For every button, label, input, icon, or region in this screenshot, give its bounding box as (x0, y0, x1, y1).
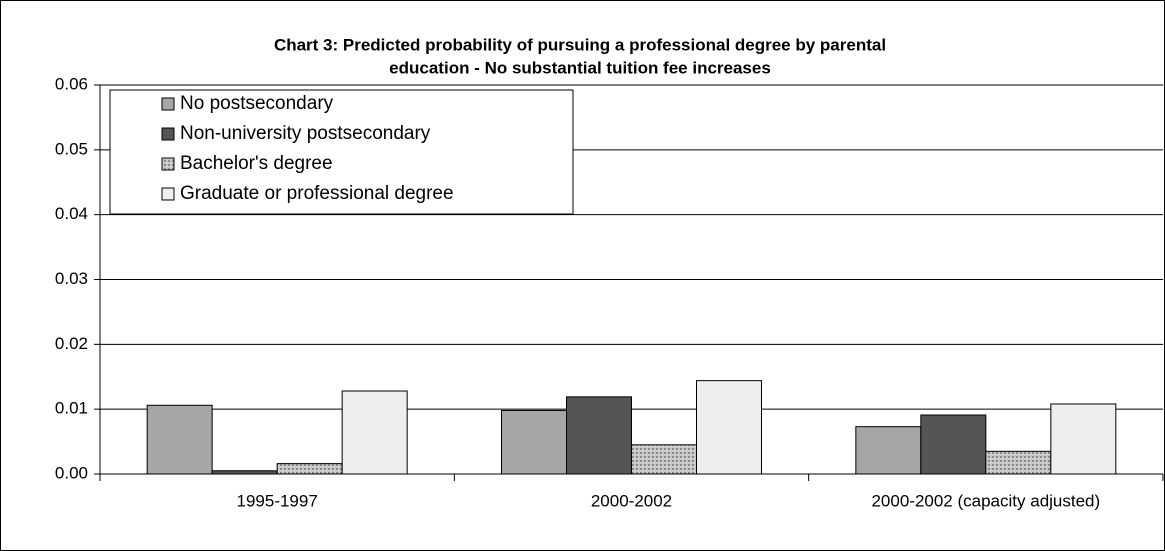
y-tick-label: 0.02 (55, 334, 88, 353)
bar (696, 380, 762, 475)
y-tick-label: 0.06 (55, 74, 88, 93)
legend-swatch (161, 127, 175, 141)
legend-label: Graduate or professional degree (180, 183, 454, 204)
bar (276, 463, 343, 475)
bar (501, 409, 567, 475)
legend-label: Non-university postsecondary (180, 123, 431, 144)
legend-label: Bachelor's degree (180, 153, 333, 174)
bar (146, 404, 213, 475)
legend-box (109, 89, 574, 215)
x-tick-label: 2000-2002 (591, 491, 672, 510)
legend-swatch (161, 187, 175, 201)
y-tick-label: 0.01 (55, 399, 88, 418)
x-tick-label: 2000-2002 (capacity adjusted) (871, 491, 1100, 510)
y-tick-label: 0.03 (55, 269, 88, 288)
x-tick-label: 1995-1997 (237, 491, 318, 510)
legend-label: No postsecondary (180, 93, 334, 114)
bar (341, 390, 408, 475)
bar (566, 396, 632, 475)
legend-swatch (161, 97, 175, 111)
chart-title: Chart 3: Predicted probability of pursui… (274, 35, 886, 54)
bar (920, 414, 987, 475)
bar (985, 450, 1052, 475)
y-tick-label: 0.04 (55, 204, 88, 223)
legend-swatch (161, 157, 175, 171)
chart-title: education - No substantial tuition fee i… (389, 58, 771, 77)
y-tick-label: 0.05 (55, 139, 88, 158)
bar (631, 444, 697, 475)
y-tick-label: 0.00 (55, 463, 88, 482)
bar (855, 426, 922, 475)
bar (1050, 403, 1117, 475)
